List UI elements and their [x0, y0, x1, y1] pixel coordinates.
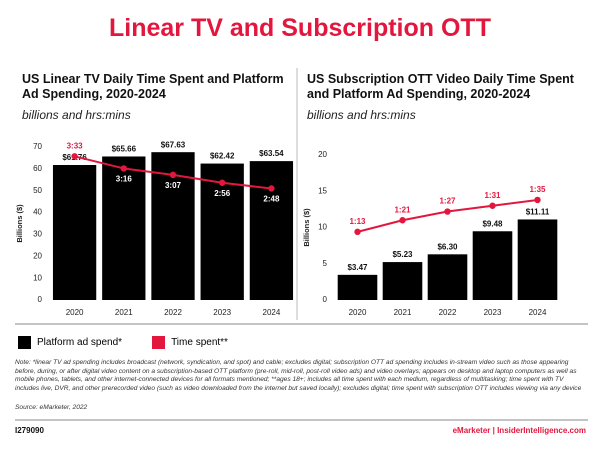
y-axis-label: Billions ($)	[15, 204, 24, 243]
value-label: 3:33	[67, 141, 84, 150]
point	[399, 217, 406, 224]
bar	[52, 165, 97, 300]
chart-subtitle: billions and hrs:mins	[307, 108, 416, 122]
y-tick-label: 20	[318, 150, 327, 159]
y-tick-label: 10	[318, 223, 327, 232]
y-tick-label: 40	[33, 208, 42, 217]
y-tick-label: 30	[33, 230, 42, 239]
x-tick-label: 2022	[439, 308, 457, 317]
value-label: $63.54	[259, 149, 284, 158]
point	[489, 202, 496, 209]
x-tick-label: 2020	[349, 308, 367, 317]
bar	[102, 156, 146, 300]
source: Source: eMarketer, 2022	[15, 404, 88, 411]
point	[120, 165, 128, 172]
chart-subtitle: billions and hrs:mins	[22, 108, 131, 122]
x-tick-label: 2022	[164, 308, 182, 317]
page-title: Linear TV and Subscription OTT	[109, 14, 491, 42]
value-label: $3.47	[347, 263, 368, 272]
value-label: $65.66	[112, 145, 137, 154]
bar	[427, 254, 468, 300]
value-label: 2:48	[263, 195, 280, 204]
value-label: 3:16	[116, 175, 133, 184]
y-tick-label: 10	[33, 273, 42, 282]
point	[169, 171, 177, 179]
legend-swatch	[152, 336, 166, 349]
bar	[517, 219, 558, 300]
value-label: $6.30	[437, 242, 458, 251]
value-label: 3:07	[165, 181, 182, 190]
point	[219, 179, 226, 186]
y-tick-label: 50	[33, 186, 42, 195]
x-tick-label: 2021	[115, 308, 133, 317]
value-label: 1:13	[349, 217, 366, 226]
value-label: $11.11	[526, 208, 550, 217]
legend-swatch	[18, 336, 31, 349]
x-tick-label: 2024	[529, 308, 547, 317]
y-tick-label: 20	[33, 251, 42, 260]
bar	[337, 274, 378, 300]
bar	[472, 231, 513, 300]
point	[268, 185, 275, 192]
point	[534, 196, 541, 204]
value-label: $67.63	[161, 140, 186, 149]
x-tick-label: 2024	[263, 308, 281, 317]
bar	[200, 163, 244, 300]
y-tick-label: 70	[33, 142, 42, 151]
chart-id: I279090	[15, 426, 44, 435]
point	[71, 153, 78, 160]
bar	[249, 161, 294, 300]
y-tick-label: 60	[33, 164, 42, 173]
value-label: 1:35	[529, 185, 546, 194]
y-tick-label: 0	[38, 295, 43, 304]
value-label: 1:31	[484, 191, 501, 200]
y-tick-label: 5	[323, 259, 328, 268]
point	[444, 208, 451, 215]
note: Note: *linear TV ad spending includes br…	[15, 359, 582, 392]
chart-title: US Linear TV Daily Time Spent and Platfo…	[22, 72, 284, 101]
value-label: $9.48	[482, 219, 503, 228]
value-label: 1:21	[394, 205, 411, 214]
y-axis-label: Billions ($)	[302, 208, 311, 247]
y-tick-label: 15	[318, 186, 327, 195]
legend-label: Time spent**	[171, 337, 228, 348]
brand: eMarketer | InsiderIntelligence.com	[452, 426, 586, 435]
legend: Platform ad spend* Time spent**	[18, 336, 228, 349]
value-label: $62.42	[210, 152, 235, 161]
value-label: 1:27	[439, 197, 456, 206]
x-tick-label: 2023	[484, 308, 502, 317]
bar	[382, 262, 423, 300]
x-tick-label: 2021	[394, 308, 412, 317]
point	[354, 228, 361, 236]
legend-label: Platform ad spend*	[37, 337, 123, 348]
x-tick-label: 2023	[213, 308, 231, 317]
value-label: 2:56	[214, 189, 231, 198]
x-tick-label: 2020	[66, 308, 84, 317]
value-label: $5.23	[392, 250, 413, 259]
y-tick-label: 0	[323, 295, 328, 304]
chart-title: US Subscription OTT Video Daily Time Spe…	[307, 72, 574, 101]
